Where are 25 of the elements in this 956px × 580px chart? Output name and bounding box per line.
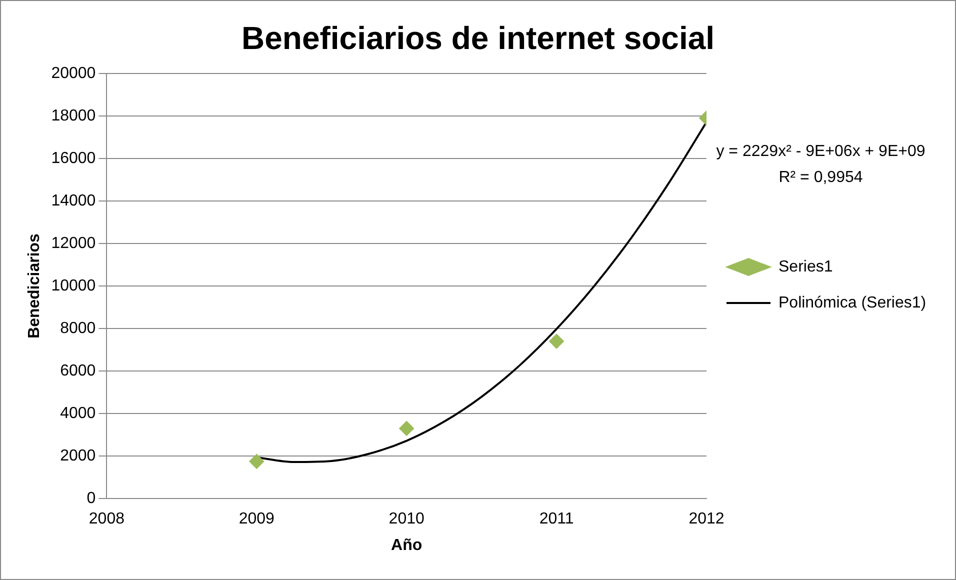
y-tick-label: 14000	[51, 192, 96, 210]
y-tick-label: 8000	[60, 320, 96, 337]
y-tick-label: 20000	[51, 64, 96, 82]
x-tick-label: 2012	[688, 510, 724, 528]
y-tick-label: 16000	[51, 150, 96, 167]
text: y = 2229x² - 9E+06x + 9E+09	[716, 142, 926, 160]
x-tick-label: 2011	[539, 510, 574, 528]
point	[399, 420, 414, 436]
y-tick-label: 0	[86, 490, 96, 508]
point	[249, 454, 264, 469]
y-tick-label: 10000	[51, 277, 96, 294]
legend-label: Polinómica (Series1)	[778, 294, 926, 312]
text: R² = 0,9954	[778, 168, 863, 186]
x-axis-title: Año	[391, 536, 422, 554]
x-tick-label: 2009	[238, 510, 275, 528]
y-tick-label: 12000	[51, 234, 96, 252]
x-tick-label: 2008	[88, 510, 125, 528]
y-tick-label: 2000	[60, 447, 96, 464]
chart-title: Beneficiarios de internet social	[241, 20, 715, 56]
y-axis-title: Benediciarios	[26, 233, 44, 338]
x-tick-label: 2010	[388, 510, 424, 528]
y-tick-label: 4000	[60, 404, 96, 422]
y-tick-label: 6000	[60, 362, 96, 380]
y-tick-label: 18000	[51, 107, 96, 124]
legend-label: Series1	[778, 258, 833, 276]
